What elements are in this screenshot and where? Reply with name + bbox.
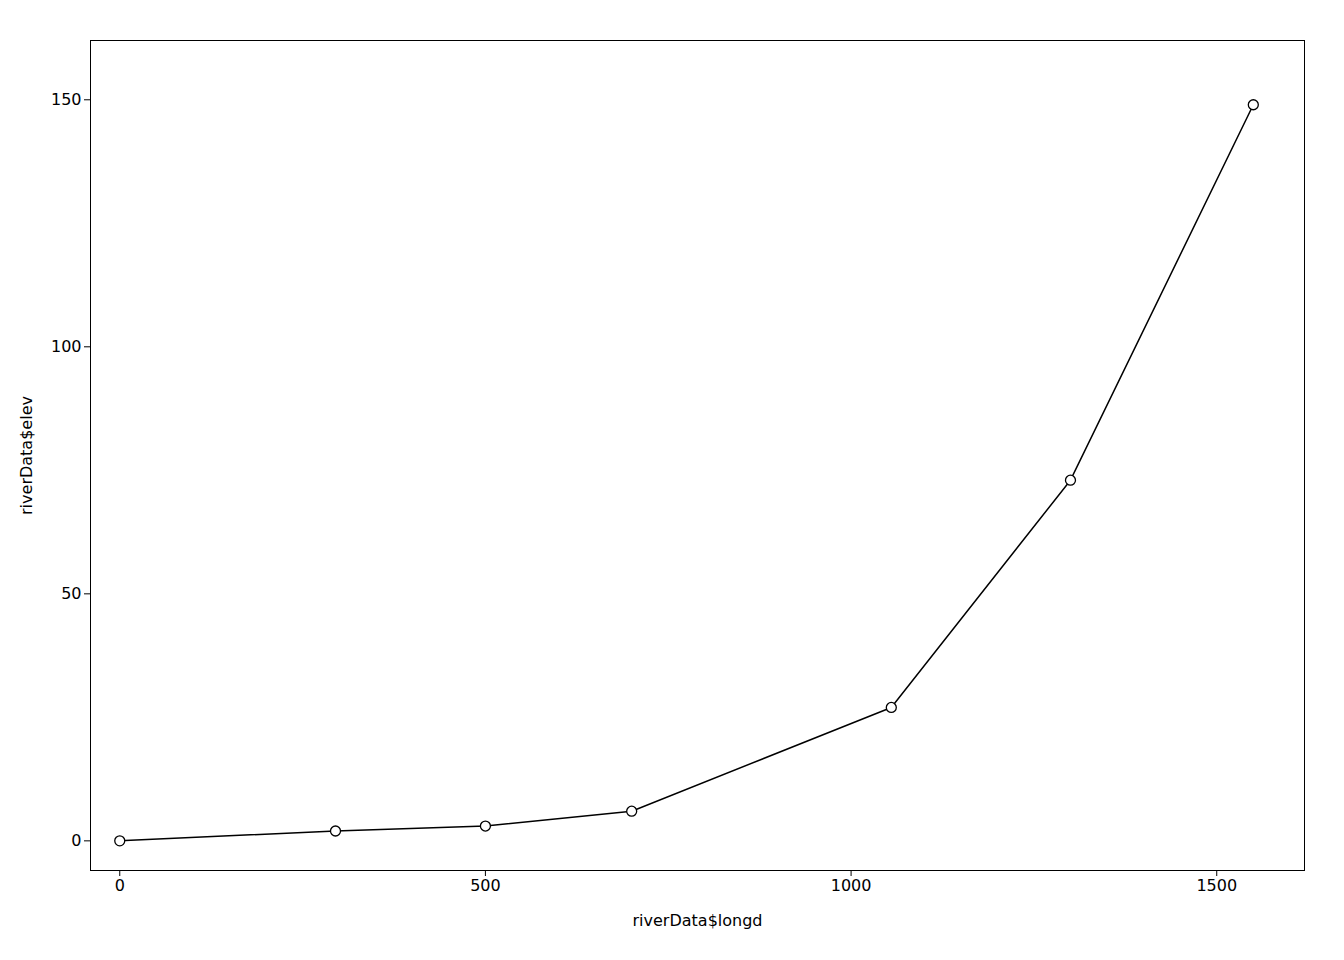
svg-text:1500: 1500 bbox=[1196, 876, 1237, 895]
svg-text:150: 150 bbox=[51, 90, 82, 109]
svg-text:100: 100 bbox=[51, 337, 82, 356]
svg-text:0: 0 bbox=[71, 831, 81, 850]
svg-text:50: 50 bbox=[61, 584, 81, 603]
svg-text:riverData$longd: riverData$longd bbox=[633, 911, 763, 930]
svg-text:riverData$elev: riverData$elev bbox=[17, 396, 36, 515]
svg-text:1000: 1000 bbox=[831, 876, 872, 895]
svg-text:500: 500 bbox=[470, 876, 501, 895]
svg-text:0: 0 bbox=[115, 876, 125, 895]
